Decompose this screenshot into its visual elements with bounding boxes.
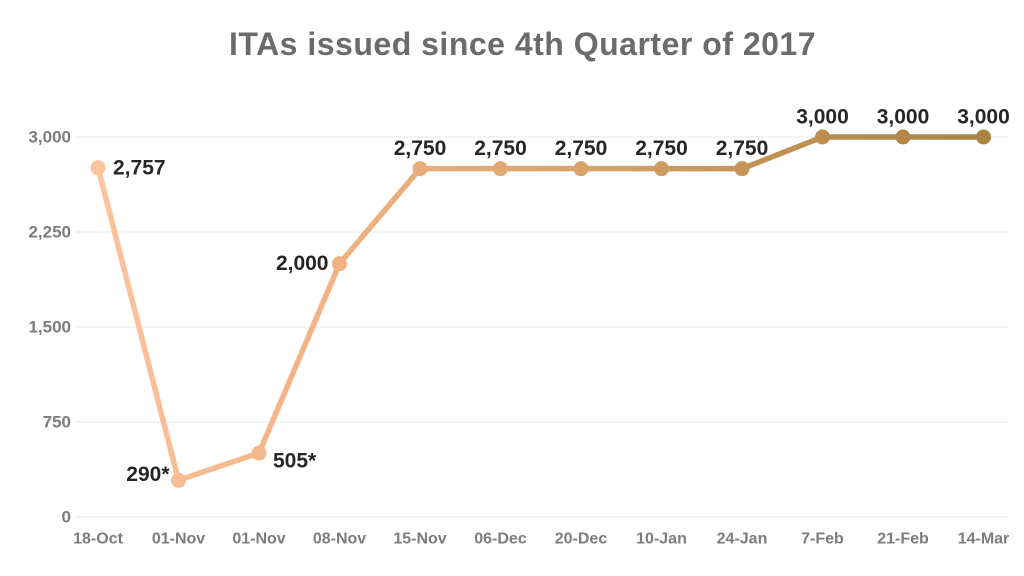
data-point-label: 2,000 — [276, 252, 329, 275]
data-point-label: 2,750 — [716, 137, 769, 160]
y-tick-label: 2,250 — [28, 223, 71, 242]
data-point-label: 505* — [273, 450, 317, 473]
data-point-label: 2,750 — [474, 137, 527, 160]
data-point-label: 2,750 — [635, 137, 688, 160]
data-point-marker — [90, 160, 106, 176]
data-point-marker — [654, 161, 669, 177]
y-tick-label: 3,000 — [28, 128, 71, 147]
x-tick-label: 14-Mar — [958, 531, 1010, 548]
data-point-marker — [734, 161, 750, 177]
x-tick-label: 10-Jan — [636, 531, 687, 548]
data-point-marker — [251, 445, 267, 461]
x-tick-label: 06-Dec — [474, 531, 527, 548]
x-tick-label: 01-Nov — [152, 531, 205, 548]
x-tick-label: 24-Jan — [717, 531, 768, 548]
data-point-marker — [895, 129, 911, 145]
x-tick-label: 08-Nov — [313, 531, 366, 548]
data-point-marker — [171, 472, 186, 488]
y-tick-label: 750 — [43, 413, 71, 432]
data-point-label: 3,000 — [957, 106, 1010, 129]
y-tick-label: 0 — [62, 508, 71, 527]
data-point-label: 290* — [126, 463, 170, 486]
x-tick-label: 21-Feb — [877, 531, 929, 548]
x-tick-label: 7-Feb — [801, 531, 844, 548]
data-point-label: 2,750 — [555, 137, 608, 160]
data-point-marker — [976, 129, 991, 145]
chart-title: ITAs issued since 4th Quarter of 2017 — [229, 26, 816, 62]
line-series — [95, 134, 987, 484]
data-point-marker — [815, 129, 830, 145]
data-point-marker — [573, 161, 589, 177]
data-point-label: 3,000 — [796, 106, 849, 129]
data-point-marker — [412, 161, 428, 177]
x-tick-label: 18-Oct — [73, 531, 123, 548]
y-tick-label: 1,500 — [28, 318, 71, 337]
data-point-label: 2,750 — [394, 137, 447, 160]
data-point-marker — [493, 161, 508, 177]
x-tick-label: 15-Nov — [393, 531, 446, 548]
data-point-marker — [332, 256, 347, 272]
data-point-label: 3,000 — [877, 106, 930, 129]
data-point-label: 2,757 — [113, 156, 166, 179]
x-tick-label: 20-Dec — [555, 531, 608, 548]
x-tick-label: 01-Nov — [232, 531, 285, 548]
